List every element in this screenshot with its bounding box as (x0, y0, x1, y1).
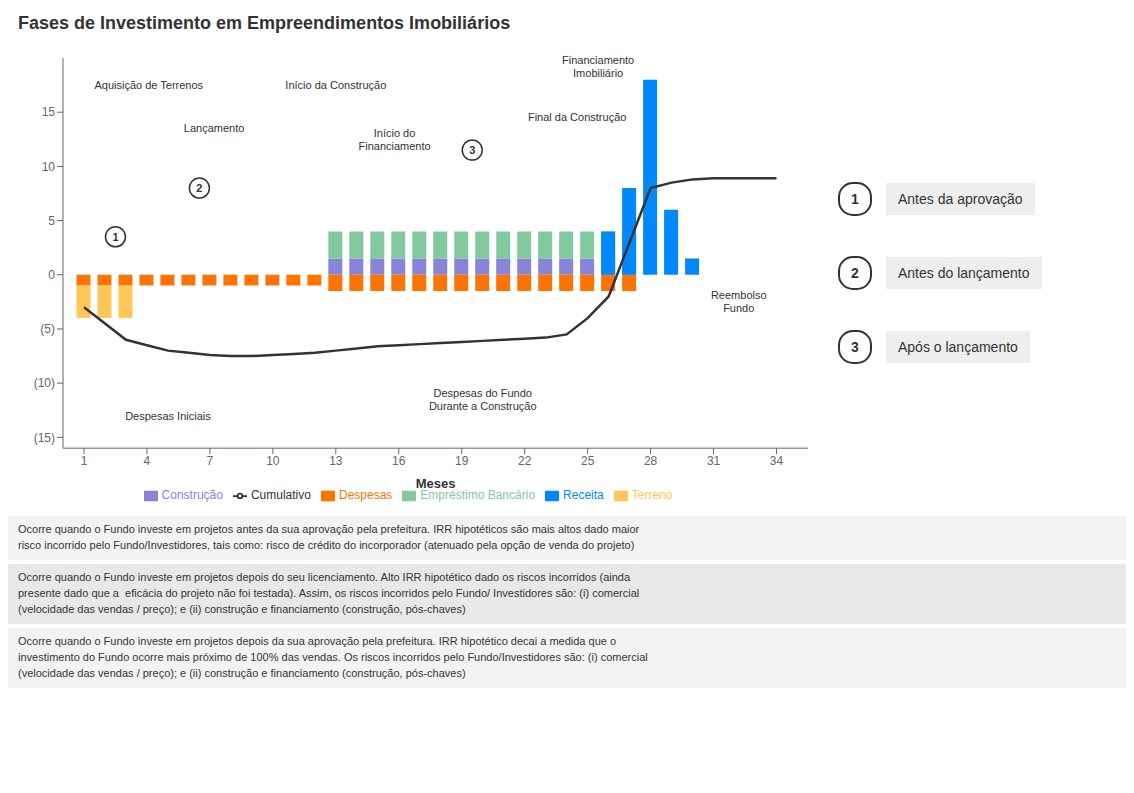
svg-text:1: 1 (112, 231, 118, 243)
svg-text:1: 1 (81, 454, 88, 468)
svg-text:5: 5 (48, 214, 55, 228)
html-text:3: 3 (851, 339, 859, 355)
svg-text:Despesas Iniciais: Despesas Iniciais (125, 410, 211, 422)
svg-text:0: 0 (48, 268, 55, 282)
svg-text:Despesas do FundoDurante a Con: Despesas do FundoDurante a Construção (429, 387, 537, 412)
svg-text:3: 3 (469, 144, 475, 156)
html-text:Despesas: Despesas (339, 488, 393, 503)
svg-text:10: 10 (42, 160, 56, 174)
html-text:Cumulativo: Cumulativo (250, 488, 311, 503)
svg-text:22: 22 (518, 454, 532, 468)
svg-text:13: 13 (329, 454, 343, 468)
html-text:Construção: Construção (161, 488, 223, 503)
html-text:Fases de Investimento em Empre: Fases de Investimento em Empreendimentos… (18, 13, 511, 33)
svg-text:19: 19 (455, 454, 469, 468)
html-text:Ocorre quando o Fundo investe: Ocorre quando o Fundo investe em projeto… (18, 634, 648, 679)
html-text:Após o lançamento: Após o lançamento (898, 339, 1018, 355)
svg-text:(10): (10) (34, 376, 55, 390)
html-text:Antes do lançamento: Antes do lançamento (898, 265, 1030, 281)
svg-text:25: 25 (581, 454, 595, 468)
svg-text:(5): (5) (40, 322, 55, 336)
svg-text:Final da Construção: Final da Construção (528, 111, 626, 123)
html-text:1: 1 (851, 191, 859, 207)
svg-text:Início doFinanciamento: Início doFinanciamento (358, 127, 430, 152)
svg-text:Lançamento: Lançamento (184, 122, 245, 134)
svg-text:(15): (15) (34, 431, 55, 445)
html-text:Terreno: Terreno (631, 488, 673, 503)
svg-text:FinanciamentoImobiliário: FinanciamentoImobiliário (562, 54, 634, 79)
svg-text:31: 31 (707, 454, 721, 468)
svg-text:15: 15 (42, 105, 56, 119)
svg-text:ReembolsoFundo: ReembolsoFundo (711, 289, 767, 314)
html-text:Antes da aprovação: Antes da aprovação (898, 191, 1023, 207)
svg-text:Início da Construção: Início da Construção (285, 79, 386, 91)
svg-text:28: 28 (644, 454, 658, 468)
html-text:Ocorre quando o Fundo investe: Ocorre quando o Fundo investe em projeto… (18, 570, 640, 615)
html-text:Receita: Receita (563, 488, 604, 503)
html-text:Empréstimo Bancário: Empréstimo Bancário (420, 488, 536, 503)
svg-text:16: 16 (392, 454, 406, 468)
svg-text:7: 7 (207, 454, 214, 468)
svg-text:4: 4 (144, 454, 151, 468)
svg-text:Meses: Meses (416, 476, 456, 491)
svg-text:10: 10 (266, 454, 280, 468)
svg-text:Aquisição de Terrenos: Aquisição de Terrenos (94, 79, 203, 91)
svg-text:34: 34 (770, 454, 784, 468)
svg-text:2: 2 (196, 182, 202, 194)
html-text:2: 2 (851, 265, 859, 281)
html-text:Ocorre quando o Fundo investe: Ocorre quando o Fundo investe em projeto… (18, 523, 640, 551)
